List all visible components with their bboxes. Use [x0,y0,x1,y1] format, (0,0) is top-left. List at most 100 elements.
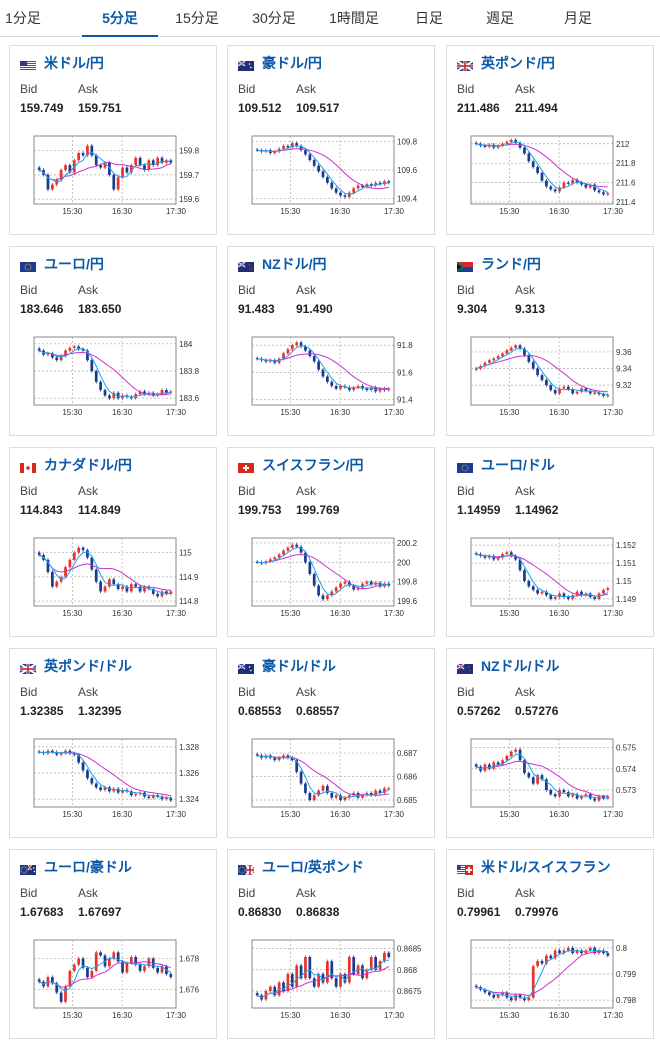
tab-7[interactable]: 月足 [564,10,592,26]
pair-name[interactable]: 豪ドル/ドル [262,658,336,674]
candle [597,190,601,193]
candle [352,387,356,391]
pair-link[interactable]: カナダドル/円 [20,456,132,474]
pair-link[interactable]: ユーロ/豪ドル [20,858,132,876]
rate-card[interactable]: NZドル/円 Bid Ask 91.483 91.490 91.8 91.6 91.4 15:3… [227,246,435,436]
pair-name[interactable]: 英ポンド/ドル [44,658,132,674]
mini-chart[interactable]: 0.8685 0.868 0.8675 15:30 16:30 17:30 [242,936,422,1026]
candle [369,792,373,796]
mini-chart[interactable]: 1.678 1.676 15:30 16:30 17:30 [24,936,204,1026]
rate-card[interactable]: NZドル/ドル Bid Ask 0.57262 0.57276 0.575 0.574 0.5… [446,648,654,838]
candle [501,992,504,995]
rate-card[interactable]: 英ポンド/ドル Bid Ask 1.32385 1.32395 1.328 1.326 1.3… [9,648,217,838]
mini-chart[interactable]: 0.8 0.799 0.798 15:30 16:30 17:30 [461,936,641,1026]
mini-chart[interactable]: 109.8 109.6 109.4 15:30 16:30 17:30 [242,132,422,222]
rate-card[interactable]: ユーロ/ドル Bid Ask 1.14959 1.14962 1.152 1.151 1.15… [446,447,654,637]
candle [121,586,124,589]
tab-2[interactable]: 15分足 [175,10,219,26]
chart-frame [251,738,395,808]
pair-link[interactable]: ユーロ/英ポンド [238,858,364,876]
pair-link[interactable]: ランド/円 [457,255,541,273]
tab-3[interactable]: 30分足 [252,10,296,26]
mini-chart[interactable]: 0.687 0.686 0.685 15:30 16:30 17:30 [242,735,422,825]
mini-chart[interactable]: 159.8 159.7 159.6 15:30 16:30 17:30 [24,132,204,222]
candle [496,762,500,765]
rate-card[interactable]: ユーロ/英ポンド Bid Ask 0.86830 0.86838 0.8685 0.868 0… [227,849,435,1039]
ma-slow-line [476,354,608,393]
candle [505,756,509,761]
pair-link[interactable]: 豪ドル/円 [237,54,322,72]
pair-link[interactable]: ユーロ/ドル [457,456,555,474]
mini-chart[interactable]: 1.152 1.151 1.15 1.149 15:30 16:30 17:30 [461,534,641,624]
pair-name[interactable]: 米ドル/円 [44,55,104,71]
candle [90,970,94,978]
mini-chart[interactable]: 0.575 0.574 0.573 15:30 16:30 17:30 [461,735,641,825]
rate-card[interactable]: ランド/円 Bid Ask 9.304 9.313 9.36 9.34 9.32 15:30 16… [446,246,654,436]
mini-chart[interactable]: 9.36 9.34 9.32 15:30 16:30 17:30 [461,333,641,423]
bid-label: Bid [457,82,475,96]
pair-name[interactable]: カナダドル/円 [44,457,132,473]
candle [566,182,570,184]
y-tick-label: 91.4 [397,396,413,405]
rate-card[interactable]: 米ドル/スイスフラン Bid Ask 0.79961 0.79976 0.8 0.799 0.… [446,849,654,1039]
rate-card[interactable]: カナダドル/円 Bid Ask 114.843 114.849 115 114.9 114.8… [9,447,217,637]
rate-card[interactable]: ユーロ/豪ドル Bid Ask 1.67683 1.67697 1.678 1.676 15:… [9,849,217,1039]
rate-card[interactable]: ユーロ/円 Bid Ask 183.646 183.650 184 183.8 183.6 15… [9,246,217,436]
candle [156,795,160,797]
pair-name[interactable]: ランド/円 [481,256,541,272]
x-tick-label: 15:30 [499,1011,520,1020]
mini-chart[interactable]: 212 211.8 211.6 211.4 15:30 16:30 17:30 [461,132,641,222]
pair-link[interactable]: 英ポンド/円 [456,54,555,72]
pair-name[interactable]: ユーロ/英ポンド [262,859,364,875]
mini-chart[interactable]: 115 114.9 114.8 15:30 16:30 17:30 [24,534,204,624]
pair-name[interactable]: 豪ドル/円 [262,55,322,71]
pair-link[interactable]: NZドル/ドル [456,657,560,675]
mini-chart[interactable]: 200.2 200 199.8 199.6 15:30 16:30 17:30 [242,534,422,624]
x-tick-label: 17:30 [166,1011,187,1020]
candle [365,581,369,584]
tab-5[interactable]: 日足 [415,10,443,26]
mini-chart[interactable]: 184 183.8 183.6 15:30 16:30 17:30 [24,333,204,423]
pair-name[interactable]: スイスフラン/円 [262,457,364,473]
tab-1[interactable]: 5分足 [82,0,158,37]
rate-card[interactable]: 米ドル/円 Bid Ask 159.749 159.751 159.8 159.7 159.6… [9,45,217,235]
candle [55,752,59,755]
candle [365,184,369,187]
pair-name[interactable]: 米ドル/スイスフラン [481,859,611,875]
pair-link[interactable]: 英ポンド/ドル [19,657,132,675]
pair-name[interactable]: NZドル/円 [262,256,327,272]
pair-link[interactable]: 米ドル/スイスフラン [457,858,610,876]
pair-link[interactable]: 米ドル/円 [20,54,104,72]
candle [361,385,364,389]
candle [286,349,290,354]
candle [50,353,54,358]
ma-slow-line [257,554,389,590]
pair-link[interactable]: NZドル/円 [237,255,327,273]
pair-name[interactable]: ユーロ/円 [44,256,104,272]
rate-card[interactable]: 豪ドル/円 Bid Ask 109.512 109.517 109.8 109.6 109.4… [227,45,435,235]
candle [304,552,307,563]
pair-name[interactable]: ユーロ/ドル [481,457,555,473]
pair-name[interactable]: ユーロ/豪ドル [44,859,132,875]
pair-link[interactable]: ユーロ/円 [20,255,104,273]
candle [77,547,81,553]
rate-card[interactable]: 英ポンド/円 Bid Ask 211.486 211.494 212 211.8 211.6 2… [446,45,654,235]
rate-card[interactable]: 豪ドル/ドル Bid Ask 0.68553 0.68557 0.687 0.686 0.68… [227,648,435,838]
tab-4[interactable]: 1時間足 [329,10,379,26]
candle [94,952,98,971]
tab-6[interactable]: 週足 [486,10,514,26]
ask-value: 0.68557 [296,704,340,718]
mini-chart[interactable]: 91.8 91.6 91.4 15:30 16:30 17:30 [242,333,422,423]
tab-0[interactable]: 1分足 [5,10,41,26]
pair-link[interactable]: 豪ドル/ドル [237,657,336,675]
rate-card[interactable]: スイスフラン/円 Bid Ask 199.753 199.769 200.2 200 199.… [227,447,435,637]
mini-chart[interactable]: 1.328 1.326 1.324 15:30 16:30 17:30 [24,735,204,825]
pair-link[interactable]: スイスフラン/円 [238,456,363,474]
candle [606,796,610,799]
candle [286,974,290,991]
pair-name[interactable]: 英ポンド/円 [481,55,555,71]
pair-name[interactable]: NZドル/ドル [481,658,560,674]
candle [317,790,320,796]
candle [593,184,597,191]
candle [121,167,124,178]
